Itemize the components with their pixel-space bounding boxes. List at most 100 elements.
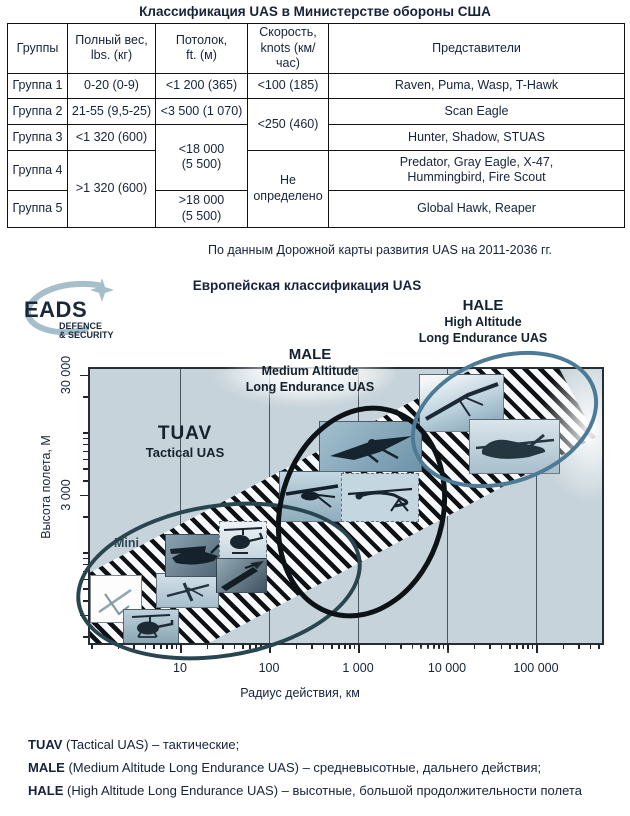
table-row: Группа 2 21-55 (9,5-25) <3 500 (1 070) <250… <box>7 97 625 151</box>
axis-tick <box>83 443 88 446</box>
axis-tick <box>83 468 88 470</box>
axis-tick <box>83 552 88 554</box>
axis-tick <box>255 645 257 649</box>
axis-tick <box>80 614 88 617</box>
small-uav-photo <box>156 573 219 608</box>
y-axis-title: Высота полета, М <box>39 435 53 539</box>
y-axis-ticks <box>78 367 88 645</box>
gridline <box>536 369 537 643</box>
table-header-cell: Представители <box>328 23 625 74</box>
legend-line-tuav: TUAV (Tactical UAS) – тактические; <box>28 737 240 752</box>
axis-tick <box>344 645 346 649</box>
axis-tick <box>83 432 88 434</box>
axis-tick <box>233 645 236 649</box>
table-cell: <3 500 (1 070) <box>155 97 248 125</box>
axis-tick <box>260 645 262 649</box>
axis-tick <box>83 563 88 566</box>
axis-tick <box>117 645 120 649</box>
axis-tick <box>160 645 162 649</box>
axis-tick <box>311 645 313 649</box>
mini-helicopter-photo <box>123 609 179 643</box>
page-title: Классификация UAS в Министерстве обороны… <box>139 4 491 19</box>
table-cell: 21-55 (9,5-25) <box>67 97 156 125</box>
jet-uav-photo <box>319 421 422 472</box>
axis-tick <box>578 645 580 649</box>
axis-tick <box>91 645 93 649</box>
axis-tick <box>295 645 298 649</box>
axis-tick <box>83 480 88 482</box>
predator-photo <box>341 473 419 522</box>
mini-region-label: Mini <box>114 536 139 550</box>
table-cell: >18 000 (5 500) <box>155 189 248 228</box>
table-cell: <250 (460) <box>247 97 329 151</box>
axis-tick <box>264 645 267 649</box>
axis-tick <box>83 437 88 440</box>
axis-tick <box>531 645 534 649</box>
abbreviation-legend: TUAV (Tactical UAS) – тактические; MALE … <box>28 734 582 802</box>
global-hawk-photo <box>469 419 560 474</box>
table-cell: Группа 4 <box>7 149 68 191</box>
table-cell: <18 000 (5 500) <box>155 123 248 191</box>
axis-tick <box>536 645 538 653</box>
helicopter-uav-photo <box>219 521 267 562</box>
hale-region-label: HALE High Altitude Long Endurance UAS <box>418 297 548 345</box>
axis-tick <box>349 645 351 649</box>
y-tick-label: 3 000 <box>59 479 73 511</box>
axis-tick <box>83 458 88 461</box>
table-cell: 0-20 (0-9) <box>67 72 156 99</box>
table-cell: Группа 1 <box>7 72 68 99</box>
chart-title: Европейская классификация UAS <box>192 278 422 293</box>
axis-tick <box>562 645 565 649</box>
eads-logo-line2: & SECURITY <box>59 330 114 340</box>
axis-tick <box>83 588 88 590</box>
axis-tick <box>527 645 529 649</box>
legend-line-hale: HALE (High Altitude Long Endurance UAS) … <box>28 782 582 798</box>
eads-logo-line1: DEFENCE <box>59 321 103 331</box>
axis-tick <box>83 636 88 638</box>
table-header-row: Группы Полный вес, lbs. (кг) Потолок, ft. … <box>7 23 625 74</box>
axis-tick <box>83 600 88 602</box>
table-cell: Raven, Puma, Wasp, T-Hawk <box>328 72 625 99</box>
axis-tick <box>83 570 88 573</box>
table-cell: <1 320 (600) <box>67 123 156 151</box>
tuav-region-label: TUAV Tactical UAS <box>145 423 225 460</box>
table-cell: Hunter, Shadow, STUAS <box>328 123 625 151</box>
x-tick-label: 100 <box>258 661 280 675</box>
axis-tick <box>180 645 182 653</box>
x-tick-label: 10 <box>173 661 187 675</box>
axis-tick <box>80 374 88 377</box>
axis-tick <box>80 494 88 497</box>
table-cell: >1 320 (600) <box>67 149 156 228</box>
chart-plot-area: TUAV Tactical UAS Mini <box>88 367 604 645</box>
axis-tick <box>242 645 244 649</box>
table-cell: Группа 3 <box>7 123 68 151</box>
tactical-glider-photo <box>279 471 344 522</box>
table-cell: Scan Eagle <box>328 97 625 125</box>
male-region-label: MALE Medium Altitude Long Endurance UAS <box>222 344 398 401</box>
axis-tick <box>171 645 173 649</box>
axis-tick <box>83 396 88 398</box>
table-row: Группа 4 >1 320 (600) Не определено Predato… <box>7 149 625 228</box>
axis-tick <box>473 645 476 649</box>
eads-logo: EADS DEFENCE & SECURITY <box>18 277 133 340</box>
table-header-cell: Потолок, ft. (м) <box>155 23 248 74</box>
axis-tick <box>500 645 503 649</box>
table-cell: Predator, Gray Eagle, X-47, Hummingbird,… <box>328 149 625 191</box>
axis-tick <box>133 645 135 649</box>
axis-tick <box>249 645 251 649</box>
legend-line-male: MALE (Medium Altitude Long Endurance UAS… <box>28 759 542 775</box>
axis-tick <box>322 645 325 649</box>
axis-tick <box>83 450 88 453</box>
y-tick-label: 30 000 <box>59 355 73 395</box>
axis-tick <box>222 645 224 649</box>
axis-tick <box>489 645 491 649</box>
axis-tick <box>269 645 271 653</box>
table-cell: Global Hawk, Reaper <box>328 189 625 228</box>
axis-tick <box>83 578 88 581</box>
table-row: Группа 5 >18 000 (5 500) Global Hawk, Reap… <box>7 189 625 228</box>
axis-tick <box>522 645 524 649</box>
prop-uav-photo <box>165 534 225 577</box>
eads-logo-name: EADS <box>24 297 88 322</box>
table-header-cell: Скорость, knots (км/час) <box>247 23 329 74</box>
